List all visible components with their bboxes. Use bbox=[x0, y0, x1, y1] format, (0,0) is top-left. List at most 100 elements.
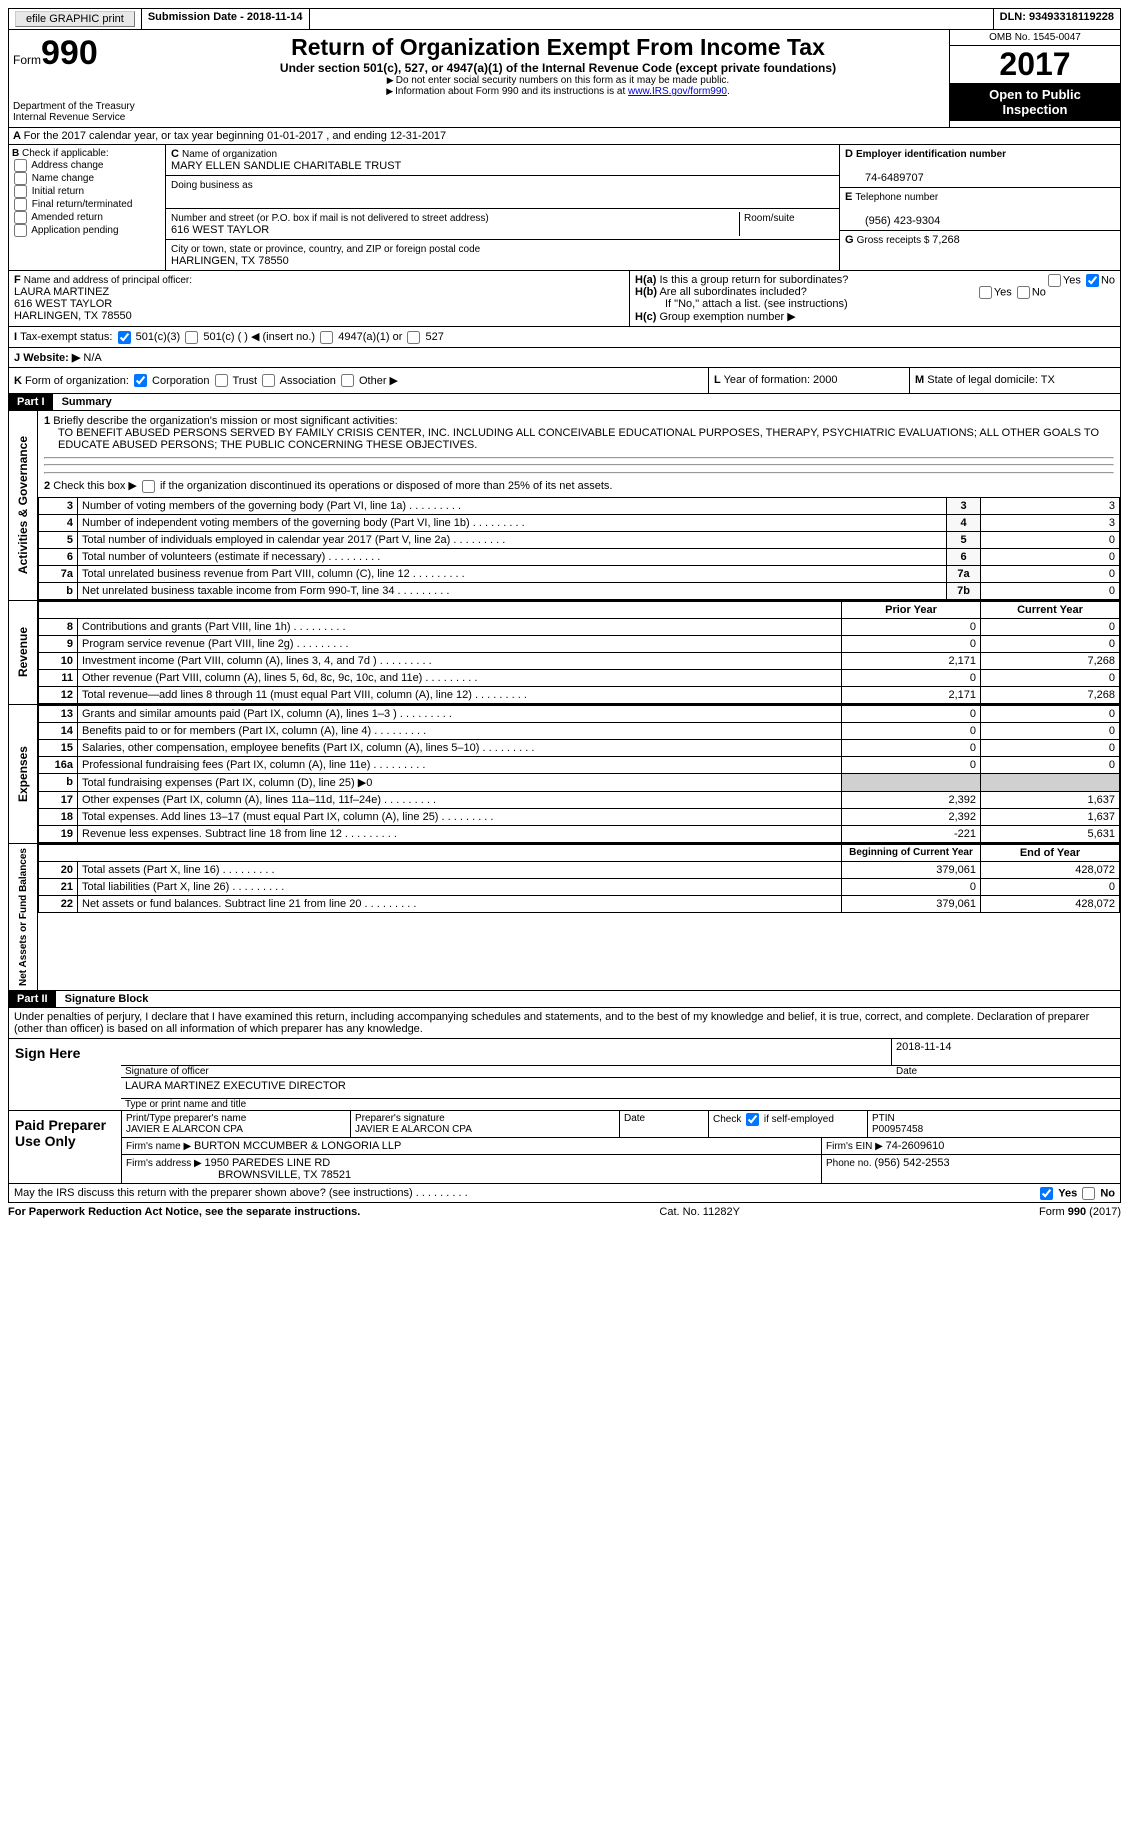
form-subtitle: Under section 501(c), 527, or 4947(a)(1)… bbox=[171, 61, 945, 75]
ptin: P00957458 bbox=[872, 1124, 923, 1135]
footer-left: For Paperwork Reduction Act Notice, see … bbox=[8, 1206, 360, 1218]
checkbox-amended-return[interactable] bbox=[14, 211, 27, 224]
city-label: City or town, state or province, country… bbox=[171, 244, 480, 255]
discuss-text: May the IRS discuss this return with the… bbox=[14, 1187, 413, 1199]
date-label: Date bbox=[892, 1066, 1120, 1077]
tax-year: 2017 bbox=[950, 46, 1120, 83]
hb-no[interactable] bbox=[1017, 286, 1030, 299]
checkbox-final-return-terminated[interactable] bbox=[14, 198, 27, 211]
street-label: Number and street (or P.O. box if mail i… bbox=[171, 213, 489, 224]
top-bar: efile GRAPHIC print Submission Date - 20… bbox=[8, 8, 1121, 30]
formk-other ▶[interactable] bbox=[341, 374, 354, 387]
note-ssn: Do not enter social security numbers on … bbox=[171, 75, 945, 86]
checkbox-application-pending[interactable] bbox=[14, 224, 27, 237]
netassets-label: Net Assets or Fund Balances bbox=[16, 844, 31, 990]
ha-no[interactable] bbox=[1086, 274, 1099, 287]
dept-line1: Department of the Treasury bbox=[13, 101, 163, 112]
sig-officer-label: Signature of officer bbox=[121, 1066, 892, 1077]
preparer-sig: JAVIER E ALARCON CPA bbox=[355, 1124, 472, 1135]
efile-button[interactable]: efile GRAPHIC print bbox=[15, 11, 135, 27]
firm-name: BURTON MCCUMBER & LONGORIA LLP bbox=[194, 1140, 401, 1152]
preparer-name: JAVIER E ALARCON CPA bbox=[126, 1124, 243, 1135]
website-value: N/A bbox=[83, 352, 101, 364]
discuss-no[interactable] bbox=[1082, 1187, 1095, 1200]
part1-label: Part I bbox=[9, 394, 53, 410]
sig-date: 2018-11-14 bbox=[891, 1039, 1120, 1066]
open-public-2: Inspection bbox=[954, 102, 1116, 117]
status-527[interactable] bbox=[407, 331, 420, 344]
part1-title: Summary bbox=[56, 396, 112, 408]
mission-text: TO BENEFIT ABUSED PERSONS SERVED BY FAMI… bbox=[44, 427, 1114, 451]
status-4947[interactable] bbox=[320, 331, 333, 344]
gross-label: Gross receipts $ bbox=[857, 235, 933, 246]
city: HARLINGEN, TX 78550 bbox=[171, 255, 289, 267]
form-number: 990 bbox=[41, 34, 98, 72]
sign-here: Sign Here bbox=[15, 1045, 115, 1061]
revenue-label: Revenue bbox=[14, 623, 32, 681]
hb-text: Are all subordinates included? bbox=[659, 286, 806, 298]
type-name-label: Type or print name and title bbox=[121, 1098, 1120, 1110]
form-word: Form bbox=[13, 53, 41, 67]
form-header: Form990 Department of the Treasury Inter… bbox=[8, 30, 1121, 128]
governance-label: Activities & Governance bbox=[14, 432, 32, 578]
status-label: Tax-exempt status: bbox=[20, 331, 112, 343]
irs-link[interactable]: www.IRS.gov/form990 bbox=[628, 86, 727, 97]
note-info: Information about Form 990 and its instr… bbox=[386, 86, 628, 97]
discontinued-check[interactable] bbox=[142, 480, 155, 493]
omb-number: OMB No. 1545-0047 bbox=[950, 30, 1120, 46]
year-formation: Year of formation: 2000 bbox=[724, 374, 838, 386]
line2-text: Check this box ▶ if the organization dis… bbox=[53, 480, 612, 492]
dba-label: Doing business as bbox=[171, 180, 253, 191]
self-employed-check[interactable] bbox=[746, 1113, 759, 1126]
form-title: Return of Organization Exempt From Incom… bbox=[171, 34, 945, 61]
hb-yes[interactable] bbox=[979, 286, 992, 299]
ha-text: Is this a group return for subordinates? bbox=[659, 274, 848, 286]
ha-yes[interactable] bbox=[1048, 274, 1061, 287]
form-org-label: Form of organization: bbox=[25, 375, 129, 387]
hc-text: Group exemption number ▶ bbox=[659, 311, 795, 323]
checkbox-name-change[interactable] bbox=[14, 172, 27, 185]
formk-association[interactable] bbox=[262, 374, 275, 387]
officer-street: 616 WEST TAYLOR bbox=[14, 298, 112, 310]
part2-title: Signature Block bbox=[59, 993, 149, 1005]
perjury-text: Under penalties of perjury, I declare th… bbox=[8, 1008, 1121, 1039]
firm-phone: (956) 542-2553 bbox=[874, 1157, 949, 1169]
dln-label: DLN: bbox=[1000, 11, 1029, 23]
org-name: MARY ELLEN SANDLIE CHARITABLE TRUST bbox=[171, 160, 401, 172]
expenses-label: Expenses bbox=[14, 742, 32, 806]
dln-value: 93493318119228 bbox=[1029, 11, 1114, 23]
street: 616 WEST TAYLOR bbox=[171, 224, 269, 236]
footer-center: Cat. No. 11282Y bbox=[659, 1206, 740, 1218]
part2-label: Part II bbox=[9, 991, 56, 1007]
officer-name: LAURA MARTINEZ bbox=[14, 286, 109, 298]
submission-label: Submission Date - bbox=[148, 11, 247, 23]
formk-corporation[interactable] bbox=[134, 374, 147, 387]
status-501c[interactable] bbox=[185, 331, 198, 344]
org-name-label: Name of organization bbox=[182, 149, 277, 160]
discuss-yes[interactable] bbox=[1040, 1187, 1053, 1200]
ein: 74-6489707 bbox=[845, 172, 924, 184]
dept-line2: Internal Revenue Service bbox=[13, 112, 163, 123]
firm-addr1: 1950 PAREDES LINE RD bbox=[205, 1157, 331, 1169]
entity-block: B Check if applicable: Address change Na… bbox=[8, 145, 1121, 271]
mission-label: Briefly describe the organization's miss… bbox=[53, 415, 397, 427]
state-domicile: State of legal domicile: TX bbox=[927, 374, 1055, 386]
paid-preparer: Paid Preparer Use Only bbox=[15, 1117, 115, 1149]
ein-label: Employer identification number bbox=[856, 149, 1006, 160]
footer-right: Form 990 (2017) bbox=[1039, 1206, 1121, 1218]
hb-note: If "No," attach a list. (see instruction… bbox=[635, 298, 1115, 310]
website-label: Website: ▶ bbox=[23, 352, 80, 364]
room-label: Room/suite bbox=[744, 213, 795, 224]
phone: (956) 423-9304 bbox=[845, 215, 940, 227]
status-501c3[interactable] bbox=[118, 331, 131, 344]
formk-trust[interactable] bbox=[215, 374, 228, 387]
firm-addr2: BROWNSVILLE, TX 78521 bbox=[126, 1169, 351, 1181]
officer-city: HARLINGEN, TX 78550 bbox=[14, 310, 132, 322]
firm-ein: 74-2609610 bbox=[886, 1140, 945, 1152]
checkbox-address-change[interactable] bbox=[14, 159, 27, 172]
line-a: For the 2017 calendar year, or tax year … bbox=[24, 130, 447, 142]
submission-date: 2018-11-14 bbox=[247, 11, 303, 23]
checkbox-initial-return[interactable] bbox=[14, 185, 27, 198]
officer-typed: LAURA MARTINEZ EXECUTIVE DIRECTOR bbox=[121, 1077, 1120, 1098]
officer-label: Name and address of principal officer: bbox=[24, 275, 192, 286]
